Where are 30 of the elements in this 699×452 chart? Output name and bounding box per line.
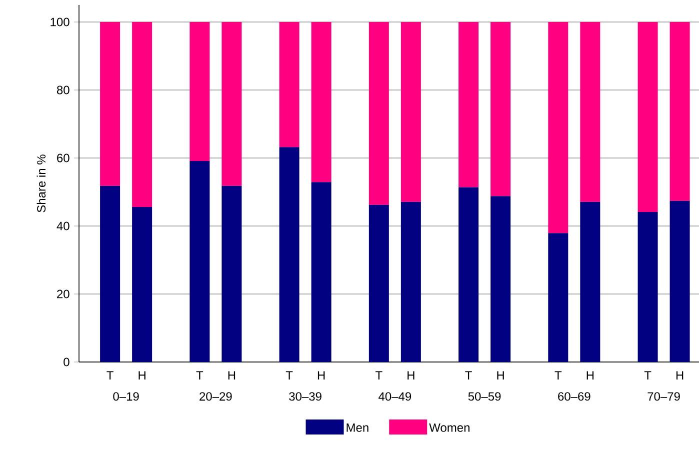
y-tick-label: 20 — [57, 290, 70, 298]
x-tick-label: T — [644, 371, 652, 380]
text: 30–39 — [289, 392, 322, 401]
x-tick-label: T — [196, 371, 204, 380]
text: 20–29 — [200, 392, 232, 401]
text: 50–59 — [468, 392, 501, 401]
x-tick-label: T — [286, 371, 293, 380]
y-tick-label: 60 — [57, 154, 70, 162]
x-tick-label: H — [497, 371, 504, 380]
x-tick-label: H — [318, 371, 325, 380]
y-tick-label: 40 — [56, 222, 70, 230]
x-tick-label: T — [106, 371, 114, 380]
text: 70–79 — [648, 392, 680, 401]
x-tick-label: T — [465, 371, 472, 380]
x-tick-label: H — [138, 371, 146, 380]
legend-label: Men — [346, 424, 368, 432]
y-axis-title: Share in % — [36, 154, 46, 212]
x-tick-label: H — [676, 371, 684, 380]
y-tick-label: 100 — [50, 18, 70, 26]
x-tick-label: H — [586, 371, 594, 380]
text: 60–69 — [558, 392, 590, 401]
text: 0–19 — [113, 392, 139, 401]
x-tick-label: H — [408, 371, 414, 380]
x-tick-label: T — [554, 371, 562, 380]
legend-label: Women — [429, 424, 470, 432]
x-tick-label: T — [376, 371, 382, 380]
x-tick-label: H — [228, 371, 236, 380]
text: 40–49 — [378, 392, 412, 401]
y-tick-label: 0 — [64, 358, 70, 366]
y-tick-label: 80 — [56, 86, 70, 94]
